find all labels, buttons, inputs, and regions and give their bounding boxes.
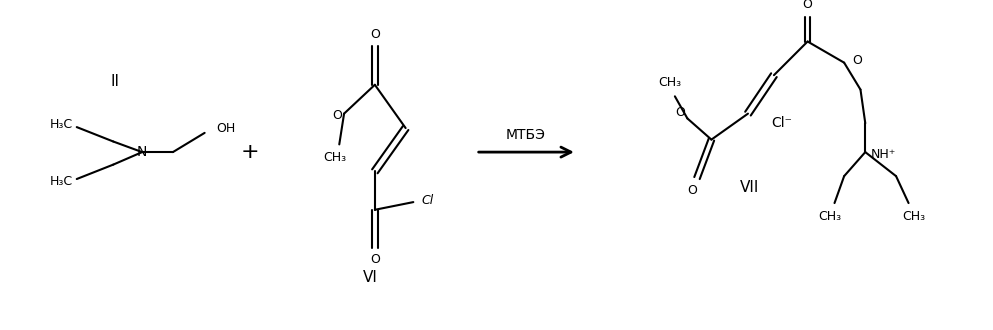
Text: +: + [240,142,259,162]
Text: CH₃: CH₃ [323,151,346,164]
Text: CH₃: CH₃ [658,76,681,89]
Text: VII: VII [740,180,760,195]
Text: O: O [675,106,684,119]
Text: NH⁺: NH⁺ [871,148,897,160]
Text: H₃C: H₃C [50,118,72,131]
Text: OH: OH [216,121,235,135]
Text: Cl⁻: Cl⁻ [772,116,792,130]
Text: O: O [687,184,697,197]
Text: O: O [370,253,379,266]
Text: Cl: Cl [422,194,434,207]
Text: O: O [852,54,862,67]
Text: МТБЭ: МТБЭ [505,128,546,142]
Text: O: O [802,0,812,12]
Text: O: O [370,28,379,41]
Text: N: N [137,145,147,159]
Text: II: II [110,74,120,89]
Text: CH₃: CH₃ [818,210,841,223]
Text: VI: VI [362,270,377,284]
Text: CH₃: CH₃ [902,210,924,223]
Text: H₃C: H₃C [50,176,72,188]
Text: O: O [333,109,343,122]
